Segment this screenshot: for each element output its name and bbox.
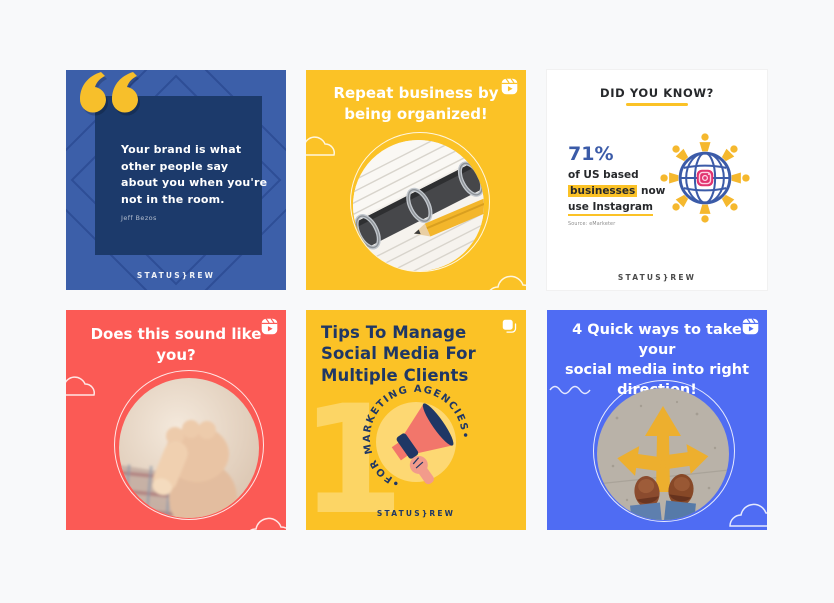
direction-arrows-photo: [597, 388, 729, 520]
open-quote-icon: [79, 72, 138, 113]
stat-value: 71%: [568, 143, 614, 165]
reels-icon: [261, 318, 278, 335]
statusbrew-logo: STATUS}REW: [376, 509, 456, 518]
circle-outline: [593, 380, 735, 522]
title-underline: [626, 103, 688, 106]
title-line: social media into right: [564, 362, 750, 378]
stat-line: businesses now: [568, 183, 694, 199]
source-note: Source: eMarketer: [568, 221, 616, 227]
quote-line: not in the room.: [121, 192, 225, 206]
title-line: Tips To Manage: [321, 323, 467, 342]
statusbrew-logo: STATUS}REW: [617, 273, 697, 282]
cloud-icon: [306, 136, 335, 156]
stat-word: now: [640, 185, 666, 198]
quote-text: Your brand is what other people say abou…: [121, 142, 267, 208]
title-line: 4 Quick ways to take your: [572, 322, 742, 358]
post-quote[interactable]: Your brand is what other people say abou…: [66, 70, 286, 290]
title-line: being organized!: [344, 105, 488, 124]
quote-line: other people say: [121, 159, 229, 173]
stat-line: of US based: [568, 168, 639, 181]
post-title: DID YOU KNOW?: [600, 86, 714, 100]
globe-instagram-icon: [660, 133, 750, 223]
cloud-icon: [66, 376, 95, 396]
cloud-icon: [489, 275, 526, 290]
post-reels-organized[interactable]: Repeat business by being organized!: [306, 70, 526, 290]
post-title: Does this sound like you?: [76, 324, 276, 367]
post-did-you-know[interactable]: DID YOU KNOW? 71% of US based businesses…: [547, 70, 767, 290]
circle-outline: [114, 370, 264, 520]
title-line: Social Media For: [321, 344, 476, 364]
reels-icon: [742, 318, 759, 335]
title-line: Does this sound like: [90, 325, 262, 343]
big-numeral: 1: [306, 374, 405, 530]
highlighted-word: businesses: [568, 185, 638, 198]
stat-block: 71% of US based businesses now use Insta…: [568, 144, 694, 227]
cloud-icon: [249, 517, 286, 530]
underlined-words: use Instagram: [568, 201, 653, 217]
post-reels-directions[interactable]: 4 Quick ways to take your social media i…: [547, 310, 767, 530]
title-line: Multiple Clients: [321, 365, 469, 385]
carousel-icon: [502, 319, 517, 333]
megaphone-badge: •FOR MARKETING AGENCIES•: [362, 384, 469, 489]
statusbrew-logo: STATUS}REW: [136, 271, 216, 280]
quote-panel: [95, 96, 262, 255]
post-reels-sound-like-you[interactable]: Does this sound like you?: [66, 310, 286, 530]
quote-line: Your brand is what: [121, 143, 242, 156]
quote-attribution: Jeff Bezos: [121, 214, 157, 222]
title-line: you?: [156, 346, 196, 365]
stat-line: use Instagram: [568, 199, 694, 217]
quote-line: about you when you're: [121, 176, 268, 189]
circle-outline: [350, 132, 490, 272]
post-title: Repeat business by being organized!: [316, 83, 516, 126]
post-title: Tips To Manage Social Media For Multiple…: [321, 322, 476, 386]
reels-icon: [501, 78, 518, 95]
title-line: Repeat business by: [333, 84, 499, 102]
binder-photo: [353, 140, 484, 271]
pointing-finger-photo: [119, 378, 259, 518]
post-carousel-tips[interactable]: 1 Tips To Manage Social Media For Multip…: [306, 310, 526, 530]
cloud-icon: [729, 503, 767, 527]
